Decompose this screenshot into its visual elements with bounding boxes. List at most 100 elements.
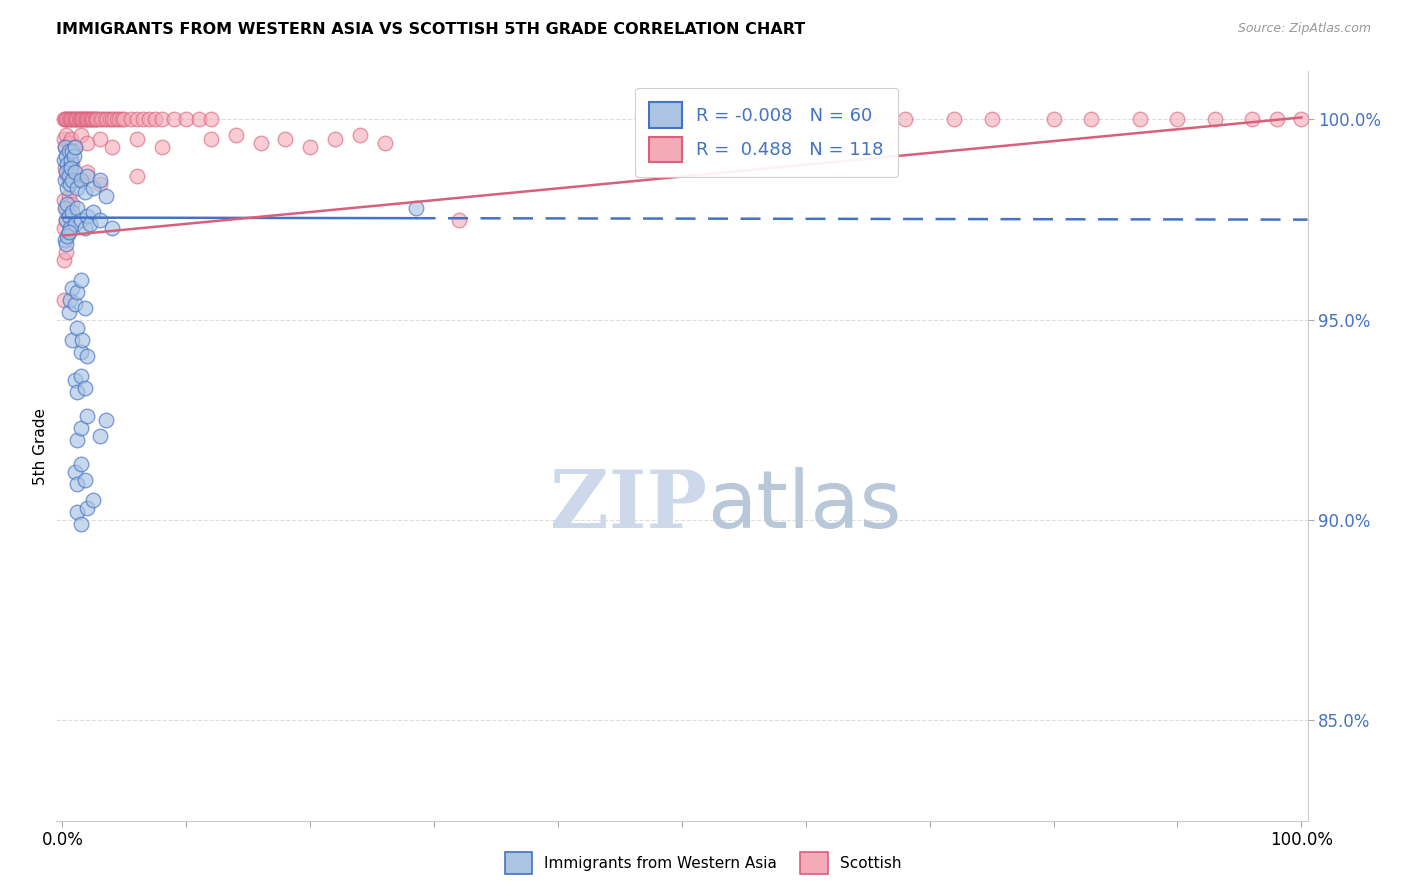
- Point: [63, 140, 86, 154]
- Point: [55, 212, 77, 227]
- Point: [52, 293, 75, 307]
- Point: [91, 112, 114, 127]
- Point: [72, 333, 94, 347]
- Point: [1204, 112, 1226, 127]
- Point: [67, 112, 90, 127]
- Point: [856, 112, 879, 127]
- Point: [70, 368, 93, 383]
- Text: IMMIGRANTS FROM WESTERN ASIA VS SCOTTISH 5TH GRADE CORRELATION CHART: IMMIGRANTS FROM WESTERN ASIA VS SCOTTISH…: [56, 22, 806, 37]
- Point: [405, 201, 427, 215]
- Point: [56, 169, 79, 183]
- Point: [349, 128, 371, 143]
- Point: [58, 169, 80, 183]
- Point: [89, 429, 111, 443]
- Point: [60, 281, 83, 295]
- Point: [70, 457, 93, 471]
- Point: [108, 112, 131, 127]
- Point: [52, 112, 75, 127]
- Point: [176, 112, 198, 127]
- Point: [1240, 112, 1263, 127]
- Point: [76, 209, 98, 223]
- Point: [66, 180, 89, 194]
- Point: [69, 112, 91, 127]
- Point: [249, 136, 271, 151]
- Point: [150, 112, 173, 127]
- Point: [59, 177, 82, 191]
- Point: [84, 112, 107, 127]
- Point: [89, 172, 111, 186]
- Point: [86, 112, 108, 127]
- Point: [66, 112, 89, 127]
- Point: [1265, 112, 1288, 127]
- Point: [60, 172, 83, 186]
- Point: [70, 112, 93, 127]
- Point: [70, 273, 93, 287]
- Point: [79, 217, 101, 231]
- Point: [53, 140, 76, 154]
- Y-axis label: 5th Grade: 5th Grade: [32, 408, 48, 484]
- Point: [94, 413, 117, 427]
- Point: [56, 228, 79, 243]
- Point: [76, 164, 98, 178]
- Point: [52, 153, 75, 167]
- Legend: Immigrants from Western Asia, Scottish: Immigrants from Western Asia, Scottish: [499, 846, 907, 880]
- Point: [60, 196, 83, 211]
- Point: [73, 112, 96, 127]
- Point: [58, 305, 80, 319]
- Point: [89, 212, 111, 227]
- Point: [73, 473, 96, 487]
- Point: [76, 136, 98, 151]
- Point: [94, 188, 117, 202]
- Point: [138, 112, 160, 127]
- Point: [93, 112, 115, 127]
- Point: [105, 112, 128, 127]
- Point: [894, 112, 917, 127]
- Point: [66, 384, 89, 399]
- Point: [63, 140, 86, 154]
- Point: [1080, 112, 1102, 127]
- Point: [60, 204, 83, 219]
- Point: [55, 164, 77, 178]
- Point: [70, 128, 93, 143]
- Point: [60, 156, 83, 170]
- Point: [73, 301, 96, 315]
- Point: [58, 112, 80, 127]
- Point: [143, 112, 166, 127]
- Point: [66, 201, 89, 215]
- Point: [82, 112, 104, 127]
- Point: [60, 333, 83, 347]
- Point: [70, 344, 93, 359]
- Point: [72, 112, 94, 127]
- Point: [163, 112, 186, 127]
- Point: [943, 112, 966, 127]
- Point: [125, 132, 148, 146]
- Point: [60, 112, 83, 127]
- Point: [101, 112, 124, 127]
- Point: [63, 112, 86, 127]
- Point: [274, 132, 297, 146]
- Point: [53, 233, 76, 247]
- Point: [59, 293, 82, 307]
- Point: [76, 169, 98, 183]
- Point: [89, 112, 111, 127]
- Point: [73, 185, 96, 199]
- Point: [200, 132, 222, 146]
- Point: [150, 140, 173, 154]
- Point: [55, 236, 77, 251]
- Point: [60, 153, 83, 167]
- Point: [70, 172, 93, 186]
- Point: [1291, 112, 1313, 127]
- Point: [63, 164, 86, 178]
- Point: [82, 112, 104, 127]
- Point: [63, 297, 86, 311]
- Point: [66, 320, 89, 334]
- Point: [82, 180, 104, 194]
- Point: [73, 381, 96, 395]
- Point: [76, 112, 98, 127]
- Point: [55, 112, 77, 127]
- Point: [125, 112, 148, 127]
- Legend: R = -0.008   N = 60, R =  0.488   N = 118: R = -0.008 N = 60, R = 0.488 N = 118: [636, 88, 898, 177]
- Point: [299, 140, 322, 154]
- Point: [66, 477, 89, 491]
- Point: [1042, 112, 1064, 127]
